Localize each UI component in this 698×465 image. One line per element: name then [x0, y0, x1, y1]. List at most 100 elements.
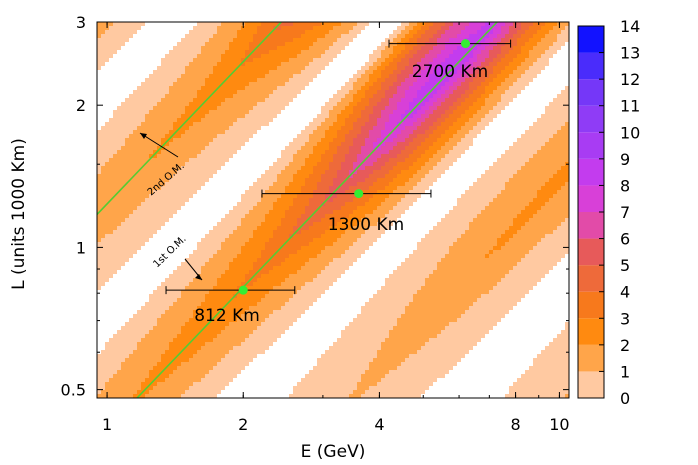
heatmap-cell [165, 326, 169, 330]
heatmap-cell [133, 218, 137, 222]
heatmap-cell [285, 246, 289, 250]
heatmap-cell [117, 366, 121, 370]
heatmap-cell [197, 174, 201, 178]
heatmap-cell [237, 202, 241, 206]
heatmap-cell [125, 234, 129, 238]
heatmap-cell [245, 198, 249, 202]
heatmap-cell [201, 158, 205, 162]
heatmap-cell [313, 38, 317, 42]
heatmap-cell [181, 358, 185, 362]
heatmap-cell [121, 130, 125, 134]
heatmap-cell [253, 334, 257, 338]
heatmap-cell [297, 310, 301, 314]
heatmap-cell [105, 346, 109, 350]
heatmap-cell [209, 386, 213, 390]
heatmap-cell [273, 186, 277, 190]
heatmap-cell [201, 322, 205, 326]
heatmap-cell [341, 246, 345, 250]
heatmap-cell [333, 238, 337, 242]
heatmap-cell [293, 202, 297, 206]
heatmap-cell [297, 190, 301, 194]
heatmap-cell [225, 62, 229, 66]
heatmap-cell [321, 118, 325, 122]
heatmap-cell [365, 74, 369, 78]
heatmap-cell [125, 190, 129, 194]
heatmap-cell [189, 378, 193, 382]
heatmap-cell [213, 322, 217, 326]
heatmap-cell [249, 130, 253, 134]
heatmap-cell [117, 334, 121, 338]
heatmap-cell [165, 66, 169, 70]
heatmap-cell [137, 158, 141, 162]
heatmap-cell [289, 270, 293, 274]
heatmap-cell [333, 206, 337, 210]
heatmap-cell [285, 66, 289, 70]
heatmap-cell [265, 46, 269, 50]
heatmap-cell [361, 90, 365, 94]
heatmap-cell [337, 34, 341, 38]
heatmap-cell [101, 46, 105, 50]
heatmap-cell [105, 258, 109, 262]
heatmap-cell [309, 174, 313, 178]
heatmap-cell [233, 126, 237, 130]
heatmap-cell [205, 270, 209, 274]
heatmap-cell [313, 62, 317, 66]
heatmap-cell [133, 358, 137, 362]
heatmap-cell [249, 66, 253, 70]
heatmap-cell [345, 246, 349, 250]
heatmap-cell [169, 370, 173, 374]
heatmap-cell [205, 38, 209, 42]
heatmap-cell [309, 266, 313, 270]
heatmap-cell [237, 206, 241, 210]
heatmap-cell [249, 198, 253, 202]
heatmap-cell [373, 302, 377, 306]
heatmap-cell [97, 138, 101, 142]
heatmap-cell [165, 358, 169, 362]
heatmap-cell [141, 190, 145, 194]
heatmap-cell [273, 174, 277, 178]
heatmap-cell [317, 246, 321, 250]
heatmap-cell [313, 138, 317, 142]
heatmap-cell [253, 318, 257, 322]
heatmap-cell [137, 230, 141, 234]
heatmap-cell [341, 90, 345, 94]
heatmap-cell [189, 290, 193, 294]
heatmap-cell [157, 90, 161, 94]
heatmap-cell [133, 222, 137, 226]
heatmap-cell [97, 174, 101, 178]
heatmap-cell [213, 262, 217, 266]
heatmap-cell [289, 194, 293, 198]
heatmap-cell [97, 206, 101, 210]
heatmap-cell [193, 146, 197, 150]
heatmap-cell [193, 122, 197, 126]
heatmap-cell [157, 306, 161, 310]
heatmap-cell [229, 338, 233, 342]
heatmap-cell [345, 22, 349, 26]
heatmap-cell [361, 322, 365, 326]
heatmap-cell [149, 346, 153, 350]
heatmap-cell [357, 370, 361, 374]
heatmap-cell [301, 306, 305, 310]
heatmap-cell [241, 242, 245, 246]
heatmap-cell [161, 390, 165, 394]
heatmap-cell [237, 126, 241, 130]
heatmap-cell [129, 250, 133, 254]
heatmap-cell [221, 46, 225, 50]
heatmap-cell [249, 246, 253, 250]
heatmap-cell [325, 106, 329, 110]
heatmap-cell [149, 194, 153, 198]
heatmap-cell [197, 166, 201, 170]
heatmap-cell [97, 150, 101, 154]
heatmap-cell [177, 390, 181, 394]
heatmap-cell [169, 382, 173, 386]
heatmap-cell [241, 262, 245, 266]
heatmap-cell [145, 102, 149, 106]
heatmap-cell [237, 138, 241, 142]
heatmap-cell [101, 366, 105, 370]
heatmap-cell [313, 66, 317, 70]
heatmap-cell [149, 106, 153, 110]
heatmap-cell [317, 26, 321, 30]
heatmap-cell [157, 342, 161, 346]
heatmap-cell [197, 298, 201, 302]
heatmap-cell [221, 294, 225, 298]
